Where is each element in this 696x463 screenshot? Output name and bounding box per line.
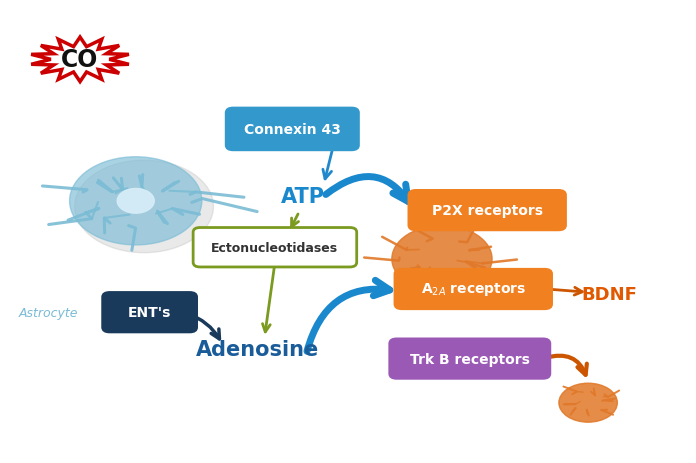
- FancyBboxPatch shape: [395, 269, 552, 309]
- Text: P2X receptors: P2X receptors: [432, 204, 543, 218]
- Circle shape: [559, 383, 617, 422]
- FancyBboxPatch shape: [226, 109, 358, 150]
- Text: BDNF: BDNF: [581, 285, 637, 303]
- Text: Adenosine: Adenosine: [196, 339, 319, 360]
- FancyBboxPatch shape: [193, 228, 356, 268]
- Text: Ectonucleotidases: Ectonucleotidases: [212, 241, 338, 254]
- Circle shape: [70, 157, 202, 245]
- Text: A$_{2A}$ receptors: A$_{2A}$ receptors: [420, 281, 526, 298]
- Text: Trk B receptors: Trk B receptors: [410, 352, 530, 366]
- Text: Connexin 43: Connexin 43: [244, 123, 341, 137]
- Text: CO: CO: [61, 48, 99, 72]
- FancyBboxPatch shape: [390, 339, 550, 379]
- FancyBboxPatch shape: [409, 191, 565, 230]
- FancyBboxPatch shape: [103, 293, 196, 332]
- Circle shape: [74, 161, 214, 253]
- Circle shape: [392, 226, 492, 293]
- Polygon shape: [31, 38, 129, 82]
- Text: Astrocyte: Astrocyte: [19, 306, 79, 319]
- Text: ATP: ATP: [280, 187, 325, 207]
- Circle shape: [117, 189, 155, 214]
- Text: ENT's: ENT's: [128, 306, 171, 319]
